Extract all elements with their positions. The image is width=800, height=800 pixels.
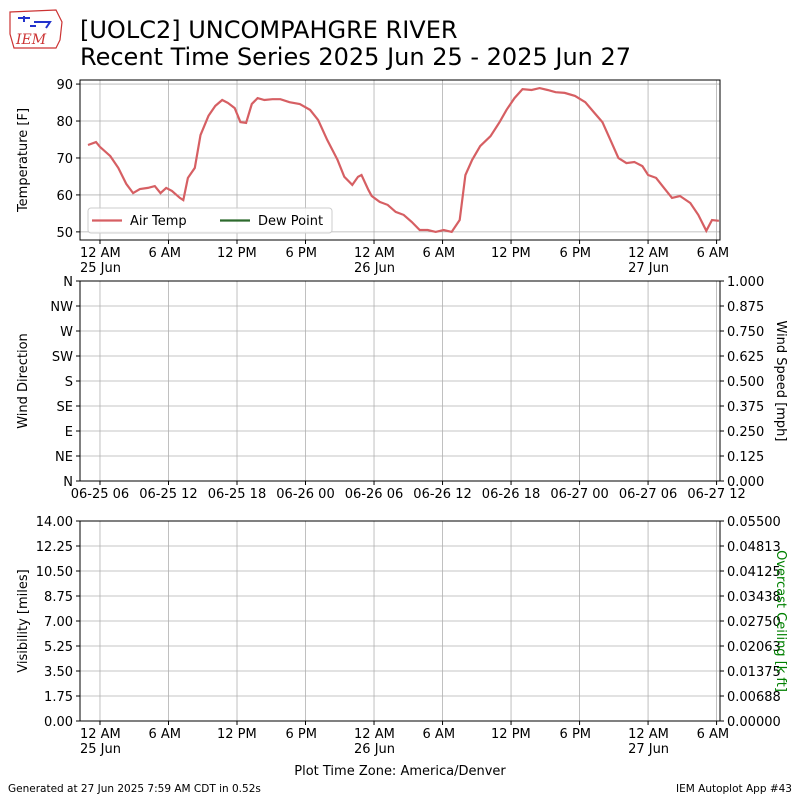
x-tick-label: 12 AM 25 Jun	[79, 727, 121, 757]
subtitle: Recent Time Series 2025 Jun 25 - 2025 Ju…	[80, 43, 632, 71]
y-tick-label: W	[60, 325, 73, 340]
y2-tick-label: 0.02063	[727, 640, 781, 655]
x-tick-label: 12 PM	[217, 246, 257, 261]
y-tick-label: 60	[56, 189, 73, 204]
y-axis-label: Temperature [F]	[16, 108, 31, 213]
x-tick-label: 6 PM	[559, 727, 592, 742]
x-tick-label: 12 PM	[491, 727, 531, 742]
x-tick-label: 6 AM	[696, 727, 730, 742]
y2-tick-label: 0.01375	[727, 665, 781, 680]
y-tick-label: 7.00	[44, 615, 73, 630]
y-axis-label: Visibility [miles]	[16, 569, 31, 672]
y-tick-label: 80	[56, 115, 73, 130]
logo-text: IEM	[15, 32, 47, 48]
y2-tick-label: 0.00688	[727, 690, 781, 705]
x-tick-label: 06-26 18	[481, 487, 541, 502]
y-tick-label: N	[63, 275, 73, 290]
footer-right: IEM Autoplot App #43	[676, 783, 792, 795]
x-tick-label: 6 AM	[148, 246, 181, 261]
y-tick-label: NW	[50, 300, 73, 315]
logo-icon	[18, 16, 52, 29]
x-tick-label: 6 PM	[559, 246, 592, 261]
x-tick-label: 6 AM	[422, 727, 456, 742]
y2-tick-label: 0.00000	[727, 715, 781, 730]
x-tick-label: 6 AM	[422, 246, 456, 261]
y-tick-label: 10.50	[36, 565, 73, 580]
x-tick-label: 06-25 18	[207, 487, 267, 502]
line	[87, 86, 720, 234]
y-tick-label: 3.50	[44, 665, 73, 680]
x-tick-label: 12 AM 25 Jun	[79, 246, 121, 276]
y-tick-label: 14.00	[36, 515, 73, 530]
y2-tick-label: 0.05500	[727, 515, 781, 530]
y2-tick-label: 0.000	[727, 475, 764, 490]
legend-label: Dew Point	[258, 214, 323, 229]
y2-tick-label: 0.875	[727, 300, 764, 315]
y-tick-label: 12.25	[36, 540, 73, 555]
y-tick-label: E	[65, 425, 73, 440]
footer-left: Generated at 27 Jun 2025 7:59 AM CDT in …	[8, 783, 261, 795]
y2-tick-label: 0.125	[727, 450, 764, 465]
y-axis-label: Wind Direction	[16, 333, 31, 429]
x-tick-label: 6 AM	[148, 727, 181, 742]
x-tick-label: 12 PM	[217, 727, 257, 742]
y2-axis-label: Wind Speed [mph]	[773, 321, 788, 442]
y-tick-label: 90	[56, 78, 73, 93]
legend-box	[87, 207, 333, 234]
x-tick-label: 06-26 00	[276, 487, 335, 502]
y2-tick-label: 0.500	[727, 375, 764, 390]
x-tick-label: 12 AM 26 Jun	[354, 246, 396, 276]
y2-tick-label: 0.02750	[727, 615, 781, 630]
x-tick-label: 06-26 06	[344, 487, 404, 502]
x-tick-label: 12 PM	[491, 246, 531, 261]
y-tick-label: 0.00	[44, 715, 73, 730]
logo-outline	[9, 9, 63, 49]
logo: IEM	[9, 9, 63, 49]
x-tick-label: 06-27 06	[618, 487, 678, 502]
x-tick-label: 06-25 06	[70, 487, 130, 502]
y-tick-label: 50	[56, 226, 73, 241]
y2-tick-label: 1.000	[727, 275, 764, 290]
y-tick-label: S	[65, 375, 73, 390]
y2-tick-label: 0.04125	[727, 565, 781, 580]
y2-tick-label: 0.375	[727, 400, 764, 415]
plot-frame	[79, 280, 721, 482]
y2-axis-label: Overcast Ceiling [k ft]	[773, 550, 788, 692]
plot-frame	[79, 79, 721, 241]
x-tick-label: 6 AM	[696, 246, 730, 261]
y-tick-label: SW	[52, 350, 73, 365]
legend-label: Air Temp	[130, 214, 187, 229]
y-tick-label: 5.25	[44, 640, 73, 655]
y-tick-label: NE	[55, 450, 73, 465]
y-tick-label: N	[63, 475, 73, 490]
x-tick-label: 12 AM 26 Jun	[354, 727, 396, 757]
y2-tick-label: 0.750	[727, 325, 764, 340]
x-tick-label: 06-27 00	[550, 487, 609, 502]
x-tick-label: 12 AM 27 Jun	[628, 246, 670, 276]
x-tick-label: 06-25 12	[139, 487, 198, 502]
title: [UOLC2] UNCOMPAHGRE RIVER	[80, 16, 458, 44]
y-tick-label: SE	[57, 400, 73, 415]
x-tick-label: 6 PM	[285, 727, 317, 742]
y2-tick-label: 0.625	[727, 350, 764, 365]
x-axis-label: Plot Time Zone: America/Denver	[294, 764, 506, 779]
y-tick-label: 70	[56, 152, 73, 167]
x-tick-label: 06-27 12	[687, 487, 746, 502]
y2-tick-label: 0.250	[727, 425, 764, 440]
y2-tick-label: 0.04813	[727, 540, 781, 555]
x-tick-label: 6 PM	[285, 246, 317, 261]
x-tick-label: 12 AM 27 Jun	[628, 727, 670, 757]
plot-frame	[79, 520, 721, 722]
x-tick-label: 06-26 12	[413, 487, 472, 502]
y-tick-label: 8.75	[44, 590, 73, 605]
y-tick-label: 1.75	[44, 690, 73, 705]
y2-tick-label: 0.03438	[727, 590, 781, 605]
